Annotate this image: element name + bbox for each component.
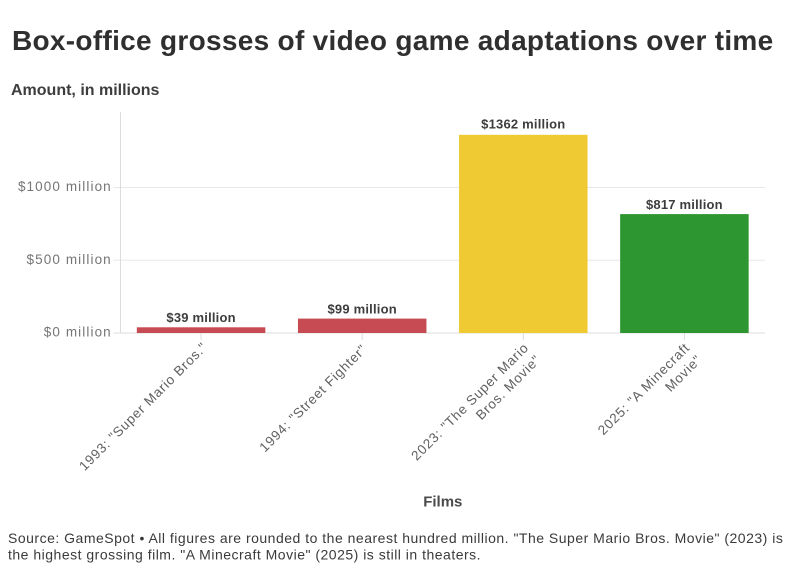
svg-text:$1000 million: $1000 million xyxy=(18,179,112,194)
svg-text:$817 million: $817 million xyxy=(646,197,723,212)
svg-text:Box-office grosses of video ga: Box-office grosses of video game adaptat… xyxy=(12,25,774,56)
svg-text:Amount, in millions: Amount, in millions xyxy=(11,82,160,99)
svg-text:$99 million: $99 million xyxy=(328,301,397,316)
svg-text:$1362 million: $1362 million xyxy=(481,116,565,131)
svg-text:2023: "The Super Mario: 2023: "The Super Mario xyxy=(408,340,531,463)
svg-text:Source: GameSpot • All figures: Source: GameSpot • All figures are round… xyxy=(8,530,783,546)
svg-text:the highest grossing film. "A: the highest grossing film. "A Minecraft … xyxy=(8,547,481,563)
svg-text:$39 million: $39 million xyxy=(166,310,235,325)
svg-text:Films: Films xyxy=(423,494,462,511)
svg-text:1993: "Super Mario Bros.": 1993: "Super Mario Bros." xyxy=(76,340,210,474)
svg-text:1994: "Street Fighter": 1994: "Street Fighter" xyxy=(256,342,369,455)
svg-text:$500 million: $500 million xyxy=(27,252,112,267)
svg-text:$0 million: $0 million xyxy=(44,325,112,340)
